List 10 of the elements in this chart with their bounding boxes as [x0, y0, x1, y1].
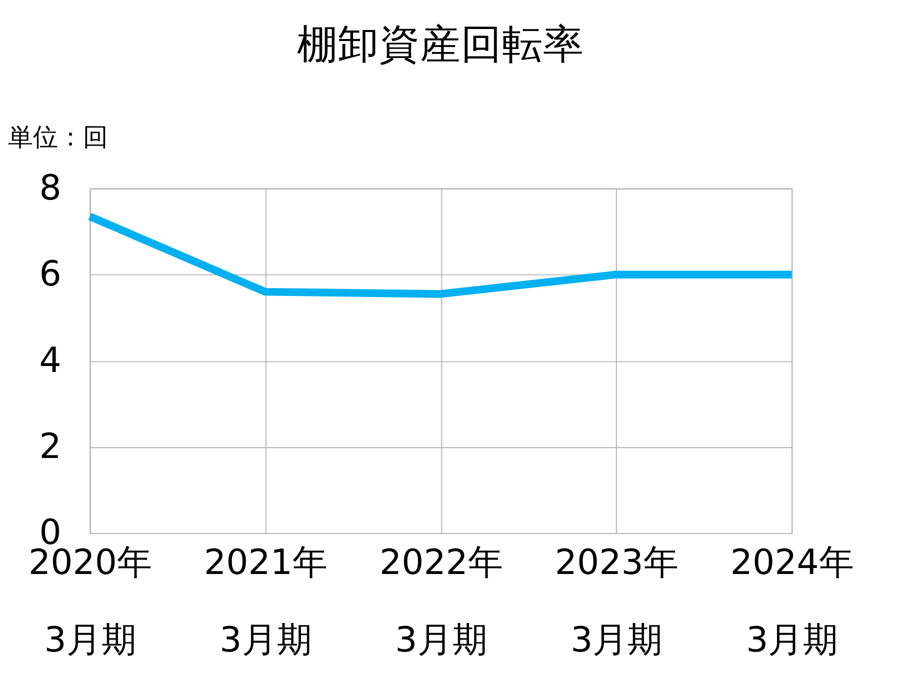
y-tick-label: 4 — [39, 340, 62, 381]
y-axis-title: 単位：回 — [8, 122, 108, 152]
y-tick-label: 2 — [39, 427, 62, 468]
x-tick-label: 2023年 3月期 — [554, 543, 678, 660]
y-tick-label: 8 — [39, 168, 62, 209]
x-tick-label: 2022年 3月期 — [379, 543, 503, 660]
x-tick-label: 2024年 3月期 — [730, 543, 854, 660]
x-tick-label: 2021年 3月期 — [204, 543, 328, 660]
y-tick-label: 6 — [39, 254, 62, 295]
chart-title: 棚卸資産回転率 — [297, 20, 584, 68]
